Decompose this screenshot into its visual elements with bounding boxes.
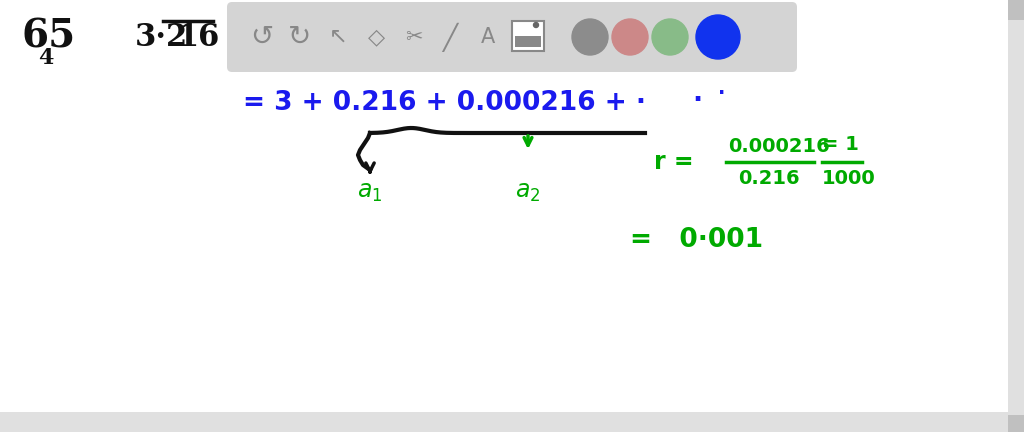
Text: 4: 4 <box>38 47 53 69</box>
Text: 65: 65 <box>22 18 76 56</box>
Circle shape <box>612 19 648 55</box>
Text: = 3 + 0.216 + 0.000216 + ·: = 3 + 0.216 + 0.000216 + · <box>243 90 646 116</box>
Text: =   0·001: = 0·001 <box>630 227 763 253</box>
Text: = 1: = 1 <box>822 136 859 155</box>
Text: r =: r = <box>654 150 693 174</box>
Text: ↻: ↻ <box>289 23 311 51</box>
Polygon shape <box>515 28 534 36</box>
Text: A: A <box>481 27 496 47</box>
Polygon shape <box>526 30 541 36</box>
Circle shape <box>652 19 688 55</box>
Bar <box>1008 0 1024 432</box>
Text: ╱: ╱ <box>442 22 458 51</box>
FancyBboxPatch shape <box>227 2 797 72</box>
Text: 1000: 1000 <box>822 168 876 187</box>
Text: ·: · <box>718 83 725 102</box>
Text: ↖: ↖ <box>329 27 347 47</box>
Bar <box>0 412 1008 432</box>
Text: 0.000216: 0.000216 <box>728 137 829 156</box>
Circle shape <box>696 15 740 59</box>
Text: 16: 16 <box>177 22 219 53</box>
Text: ·: · <box>692 88 702 114</box>
Text: $a_2$: $a_2$ <box>515 180 541 204</box>
Text: 0.216: 0.216 <box>738 168 800 187</box>
Text: 3·2: 3·2 <box>135 22 188 53</box>
FancyBboxPatch shape <box>512 21 544 51</box>
Circle shape <box>572 19 608 55</box>
Circle shape <box>534 22 539 28</box>
Text: $a_1$: $a_1$ <box>357 180 383 204</box>
Text: ↺: ↺ <box>251 23 273 51</box>
Bar <box>1008 0 1024 20</box>
Text: ◇: ◇ <box>368 27 385 47</box>
Bar <box>515 36 541 47</box>
Text: ✂: ✂ <box>406 27 423 47</box>
Bar <box>1008 415 1024 432</box>
